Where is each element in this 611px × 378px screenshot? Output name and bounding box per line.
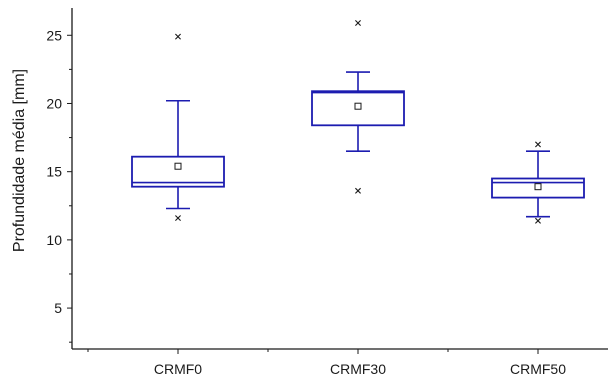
outlier-stroke <box>535 141 541 148</box>
outlier-point <box>175 215 181 222</box>
outlier-point <box>175 33 181 40</box>
outlier-stroke <box>175 215 181 222</box>
iqr-box <box>311 90 405 127</box>
y-axis-title: Profundidade média [mm] <box>11 69 28 252</box>
mean-marker <box>354 102 362 110</box>
outlier-point <box>535 141 541 148</box>
outlier-stroke <box>175 33 181 40</box>
mean-marker <box>534 183 542 191</box>
iqr-box <box>131 155 225 188</box>
box-crmf0 <box>131 33 225 222</box>
axes: 5 10 15 20 25 CRMF0 CRMF30 CRMF50 <box>46 8 608 377</box>
y-tick-label: 5 <box>54 300 62 316</box>
y-tick-label: 25 <box>46 27 62 43</box>
x-tick-label: CRMF30 <box>330 361 386 377</box>
plot-area <box>131 20 585 224</box>
outlier-stroke <box>355 20 361 26</box>
outlier-stroke <box>355 187 361 194</box>
outlier-point <box>355 187 361 194</box>
x-tick-label: CRMF50 <box>510 361 566 377</box>
outlier-point <box>355 20 361 26</box>
x-tick-label: CRMF0 <box>154 361 202 377</box>
iqr-box <box>491 177 585 199</box>
outlier-stroke <box>535 217 541 224</box>
box-crmf30 <box>311 20 405 194</box>
box-crmf50 <box>491 141 585 224</box>
mean-marker <box>174 162 182 170</box>
y-tick-label: 10 <box>46 232 62 248</box>
y-tick-label: 15 <box>46 164 62 180</box>
outlier-point <box>535 217 541 224</box>
y-tick-label: 20 <box>46 95 62 111</box>
